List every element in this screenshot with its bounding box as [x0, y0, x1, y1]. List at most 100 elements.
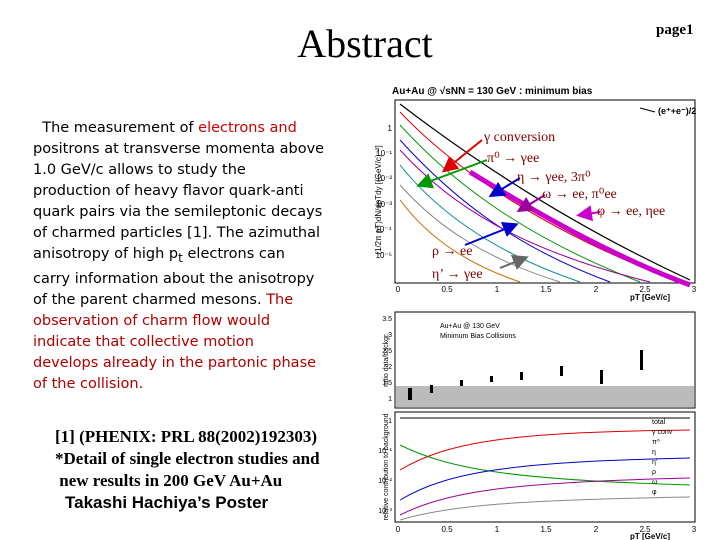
curve: [399, 149, 651, 283]
x-tick-label: 2.5: [639, 525, 651, 534]
y-tick-label: 2: [388, 364, 392, 371]
curve: [399, 477, 691, 516]
x-tick-label: 1: [495, 285, 500, 294]
text-segment: production of heavy flavor quark-anti: [33, 183, 304, 199]
arrow: [576, 205, 601, 222]
text-line: The measurement of electrons and: [33, 118, 324, 139]
text-segment: positrons at transverse momenta above: [33, 141, 325, 157]
legend-entry: φ: [652, 489, 657, 496]
text-segment: electrons can: [182, 246, 285, 262]
arrow: [441, 139, 483, 173]
y-tick-label: 1: [388, 418, 392, 425]
annotation: η’ → γee: [432, 267, 483, 282]
y-tick-label: 10⁻³: [376, 200, 392, 209]
curve: [399, 199, 521, 283]
text-line: carry information about the anisotropy: [33, 269, 324, 290]
text-segment: 1.0 GeV/c allows to study the: [33, 162, 246, 178]
curve: [399, 184, 561, 283]
arrow: [416, 159, 488, 189]
x-tick-label: 2.5: [639, 285, 651, 294]
text-line: quark pairs via the semileptonic decays: [33, 202, 324, 223]
text-line: indicate that collective motion: [33, 332, 324, 353]
curve: [399, 103, 691, 281]
slide-title: Abstract: [297, 21, 433, 66]
arrow: [464, 222, 519, 246]
legend-entry: ρ: [652, 469, 656, 476]
point: [490, 376, 493, 382]
annotation: ω → ee, π⁰ee: [542, 187, 617, 202]
text-segment: The measurement of: [33, 120, 199, 136]
curve: [399, 164, 581, 283]
x-tick-label: 0.5: [441, 525, 453, 534]
x-label: pT [GeV/c]: [630, 532, 670, 540]
page-number: page1: [656, 22, 694, 38]
point: [520, 372, 523, 380]
legend-label: (e⁺+e⁻)/2: [658, 106, 696, 116]
text-segment: develops already in the partonic phase: [33, 354, 317, 371]
annotation: φ → ee, ηee: [597, 204, 665, 219]
text-segment: anisotropy of high p: [33, 246, 179, 262]
arrow: [516, 194, 546, 213]
text-line: of the collision.: [33, 374, 324, 395]
text-line: 1.0 GeV/c allows to study the: [33, 160, 324, 181]
figure-title: Au+Au @ √sNN = 130 GeV : minimum bias: [392, 86, 593, 97]
mid-points: [408, 350, 643, 400]
panel-text: Minimum Bias Collisions: [440, 333, 516, 340]
x-tick-label: 1.5: [540, 285, 552, 294]
text-segment: t: [178, 250, 183, 265]
legend-entry: η: [652, 449, 656, 456]
curve: [399, 496, 691, 521]
text-line: of charmed particles [1]. The azimuthal: [33, 223, 324, 244]
x-tick-label: 2: [594, 285, 599, 294]
x-tick-label: 0: [396, 525, 401, 534]
text-segment: quark pairs via the semileptonic decays: [33, 204, 323, 220]
reference-line: *Detail of single electron studies and: [55, 449, 320, 468]
point: [600, 370, 603, 384]
legend-line: [639, 107, 656, 113]
mid-frame: [394, 311, 696, 409]
abstract-text: The measurement of electrons and positron…: [33, 118, 324, 395]
text-segment: of the collision.: [33, 375, 144, 392]
point: [640, 350, 643, 370]
annotation: ρ → ee: [432, 244, 472, 259]
curve: [399, 457, 691, 501]
y-tick-label: 1: [388, 396, 392, 403]
y-tick-label: 10⁻³: [378, 508, 392, 515]
x-tick-label: 0: [396, 285, 401, 294]
point: [408, 388, 412, 400]
y-label: relative contribution to background: [383, 413, 390, 520]
text-line: anisotropy of high pt electrons can: [33, 244, 324, 269]
text-segment: The: [266, 291, 294, 308]
point: [560, 366, 563, 376]
x-tick-label: 3: [692, 285, 697, 294]
annotation: η → γee, 3π⁰: [517, 170, 591, 185]
y-tick-label: 10⁻⁵: [376, 251, 392, 260]
text-segment: carry information about the anisotropy: [33, 270, 315, 287]
y-tick-label: 10⁻¹: [378, 448, 392, 455]
y-tick-label: 10⁻²: [378, 478, 392, 485]
y-tick-label: 1.5: [382, 380, 392, 387]
point: [460, 380, 463, 386]
y-label: ratio data/backgr.: [383, 333, 390, 387]
reference-line: Takashi Hachiya’s Poster: [65, 493, 269, 512]
point: [430, 385, 433, 393]
text-segment: observation of charm flow would: [33, 312, 271, 329]
arrow: [488, 177, 521, 198]
systematic-band: [396, 386, 694, 407]
text-line: of the parent charmed mesons. The: [33, 290, 324, 311]
text-segment: electrons and: [198, 120, 297, 136]
text-line: develops already in the partonic phase: [33, 353, 324, 374]
panel-text: Au+Au @ 130 GeV: [440, 323, 500, 330]
curve: [399, 429, 691, 471]
curve: [399, 139, 611, 283]
x-tick-label: 1: [495, 525, 500, 534]
text-line: observation of charm flow would: [33, 311, 324, 332]
legend-entry: γ conv: [652, 429, 673, 436]
legend-entry: η’: [652, 459, 658, 466]
text-segment: of charmed particles [1]. The azimuthal: [33, 225, 321, 241]
annotation: π⁰ → γee: [487, 151, 539, 166]
legend-entry: ω: [652, 479, 658, 486]
x-label: pT [GeV/c]: [630, 293, 670, 302]
y-tick-label: 3: [388, 332, 392, 339]
